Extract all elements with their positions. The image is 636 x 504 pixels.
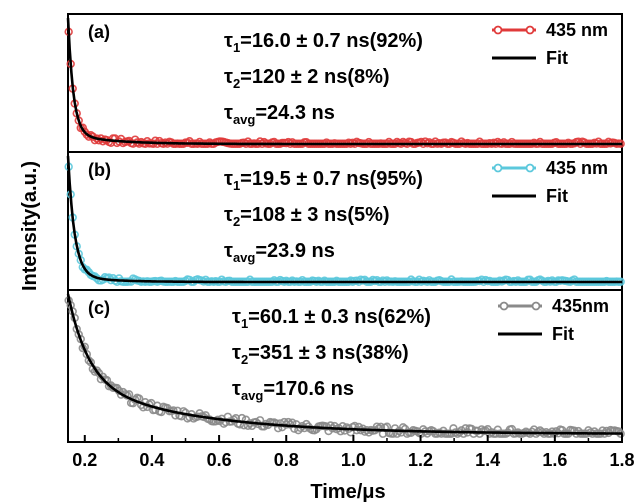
x-tick-label: 1.0	[341, 450, 366, 470]
tau-annotation-avg: τavg=170.6 ns	[232, 378, 354, 403]
panel-c: (c) τ1=60.1 ± 0.3 ns(62%) τ2=351 ± 3 ns(38…	[64, 289, 625, 443]
x-tick-label: 0.4	[139, 450, 164, 470]
x-tick-label: 0.8	[274, 450, 299, 470]
panel-label: (a)	[88, 22, 110, 42]
panel-a: (a) τ1=16.0 ± 0.7 ns(92%) τ2=120 ± 2 ns(8%…	[64, 13, 625, 153]
tau-annotation-2: τ2=351 ± 3 ns(38%)	[232, 342, 409, 367]
x-tick-label: 1.2	[408, 450, 433, 470]
legend-marker	[525, 163, 535, 173]
legend-label: 435 nm	[546, 20, 608, 40]
x-tick-label: 0.6	[207, 450, 232, 470]
tau-annotation-1: τ1=19.5 ± 0.7 ns(95%)	[224, 168, 423, 193]
data-point	[614, 427, 623, 436]
legend-marker	[499, 301, 509, 311]
legend-label: Fit	[552, 324, 574, 344]
x-tick-label: 1.6	[542, 450, 567, 470]
legend-marker	[525, 25, 535, 35]
legend-label: 435 nm	[546, 158, 608, 178]
tau-annotation-1: τ1=60.1 ± 0.3 ns(62%)	[232, 306, 431, 331]
x-ticks-layer: 0.2 0.4 0.6 0.8 1.0 1.2 1.4 1.6 1.8	[72, 435, 635, 470]
legend-item: Fit	[492, 48, 568, 68]
legend-marker	[531, 301, 541, 311]
legend-item: 435 nm	[492, 20, 608, 40]
fit-curve	[66, 155, 622, 284]
legend-label: 435nm	[552, 296, 609, 316]
panel-b: (b) τ1=19.5 ± 0.7 ns(95%) τ2=108 ± 3 ns(5%…	[64, 151, 625, 291]
legend-item: Fit	[492, 186, 568, 206]
y-axis-label: Intensity(a.u.)	[19, 161, 41, 291]
tau-annotation-2: τ2=108 ± 3 ns(5%)	[224, 204, 390, 229]
legend-marker	[493, 163, 503, 173]
legend-item: 435nm	[498, 296, 609, 316]
tau-annotation-avg: τavg=24.3 ns	[224, 102, 335, 127]
x-tick-label: 1.4	[475, 450, 500, 470]
fit-curve	[66, 17, 622, 146]
tau-annotation-avg: τavg=23.9 ns	[224, 240, 335, 265]
panel-label: (b)	[88, 160, 111, 180]
fit-curve	[66, 293, 622, 435]
x-tick-label: 0.2	[72, 450, 97, 470]
legend-marker	[493, 25, 503, 35]
legend-item: 435 nm	[492, 158, 608, 178]
panels-layer: (a) τ1=16.0 ± 0.7 ns(92%) τ2=120 ± 2 ns(8%…	[64, 13, 625, 443]
panel-label: (c)	[88, 298, 110, 318]
x-tick-label: 1.8	[609, 450, 634, 470]
x-axis-label: Time/μs	[310, 481, 385, 503]
legend-item: Fit	[498, 324, 574, 344]
legend-label: Fit	[546, 186, 568, 206]
tau-annotation-1: τ1=16.0 ± 0.7 ns(92%)	[224, 30, 423, 55]
legend-label: Fit	[546, 48, 568, 68]
panel-frame	[67, 289, 623, 443]
tau-annotation-2: τ2=120 ± 2 ns(8%)	[224, 66, 390, 91]
